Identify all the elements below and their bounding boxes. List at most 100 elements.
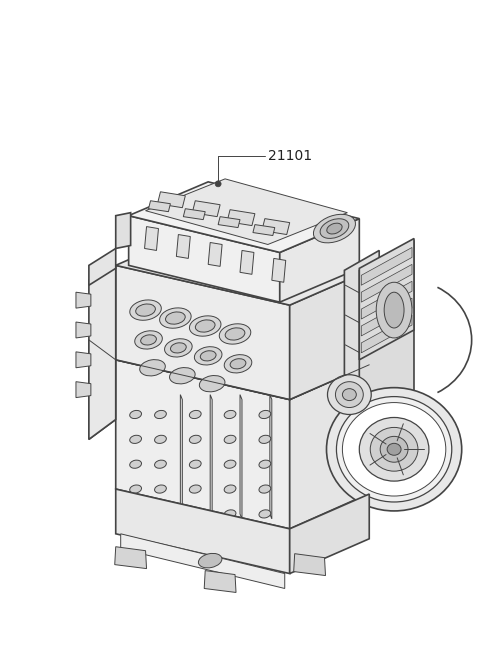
Polygon shape: [116, 320, 379, 400]
Polygon shape: [240, 394, 242, 519]
Ellipse shape: [155, 460, 167, 468]
Polygon shape: [76, 382, 91, 398]
Polygon shape: [204, 571, 236, 593]
Polygon shape: [227, 210, 255, 225]
Ellipse shape: [136, 304, 156, 316]
Ellipse shape: [130, 436, 142, 443]
Polygon shape: [240, 250, 254, 274]
Ellipse shape: [259, 460, 271, 468]
Polygon shape: [157, 192, 185, 208]
Ellipse shape: [370, 428, 418, 471]
Polygon shape: [89, 248, 116, 285]
Ellipse shape: [384, 292, 404, 328]
Ellipse shape: [336, 382, 363, 407]
Polygon shape: [148, 200, 170, 212]
Ellipse shape: [198, 553, 222, 568]
Polygon shape: [116, 213, 131, 248]
Polygon shape: [144, 227, 158, 250]
Ellipse shape: [327, 375, 371, 415]
Ellipse shape: [140, 360, 165, 376]
Ellipse shape: [199, 375, 225, 392]
Ellipse shape: [190, 316, 221, 336]
Ellipse shape: [190, 411, 201, 419]
Ellipse shape: [190, 510, 201, 518]
Ellipse shape: [342, 388, 356, 401]
Polygon shape: [361, 315, 412, 353]
Polygon shape: [116, 265, 290, 400]
Ellipse shape: [259, 485, 271, 493]
Ellipse shape: [135, 331, 162, 349]
Ellipse shape: [225, 328, 245, 340]
Ellipse shape: [336, 396, 452, 502]
Polygon shape: [290, 360, 379, 529]
Polygon shape: [180, 394, 182, 519]
Polygon shape: [183, 209, 205, 219]
Polygon shape: [360, 238, 414, 360]
Ellipse shape: [141, 335, 156, 345]
Ellipse shape: [360, 417, 429, 481]
Ellipse shape: [376, 282, 412, 338]
Polygon shape: [280, 219, 360, 302]
Polygon shape: [270, 394, 272, 519]
Polygon shape: [120, 534, 285, 588]
Ellipse shape: [170, 343, 186, 353]
Ellipse shape: [387, 443, 401, 455]
Ellipse shape: [194, 346, 222, 365]
Polygon shape: [76, 352, 91, 367]
Polygon shape: [89, 340, 116, 440]
Polygon shape: [76, 292, 91, 308]
Polygon shape: [290, 271, 369, 400]
Ellipse shape: [190, 460, 201, 468]
Ellipse shape: [169, 367, 195, 384]
Text: 21101: 21101: [268, 149, 312, 163]
Ellipse shape: [224, 436, 236, 443]
Ellipse shape: [130, 510, 142, 518]
Ellipse shape: [155, 485, 167, 493]
Ellipse shape: [165, 339, 192, 357]
Polygon shape: [145, 179, 348, 244]
Polygon shape: [116, 360, 290, 529]
Polygon shape: [262, 219, 290, 234]
Circle shape: [215, 181, 221, 187]
Polygon shape: [360, 240, 414, 430]
Ellipse shape: [190, 485, 201, 493]
Polygon shape: [129, 182, 360, 252]
Polygon shape: [253, 225, 275, 236]
Ellipse shape: [190, 436, 201, 443]
Polygon shape: [218, 217, 240, 227]
Polygon shape: [192, 200, 220, 217]
Polygon shape: [290, 494, 369, 574]
Polygon shape: [129, 215, 280, 302]
Ellipse shape: [326, 388, 462, 511]
Ellipse shape: [160, 308, 191, 328]
Ellipse shape: [259, 411, 271, 419]
Polygon shape: [116, 231, 369, 305]
Polygon shape: [344, 250, 379, 479]
Polygon shape: [208, 242, 222, 267]
Ellipse shape: [313, 214, 356, 243]
Polygon shape: [272, 259, 286, 282]
Ellipse shape: [130, 300, 161, 320]
Polygon shape: [89, 265, 116, 440]
Ellipse shape: [320, 219, 349, 238]
Ellipse shape: [380, 436, 408, 462]
Polygon shape: [76, 322, 91, 338]
Polygon shape: [361, 298, 412, 336]
Polygon shape: [115, 547, 146, 569]
Ellipse shape: [195, 320, 215, 332]
Ellipse shape: [219, 324, 251, 344]
Ellipse shape: [130, 411, 142, 419]
Polygon shape: [361, 248, 412, 285]
Ellipse shape: [224, 354, 252, 373]
Ellipse shape: [230, 359, 246, 369]
Polygon shape: [361, 281, 412, 319]
Ellipse shape: [224, 485, 236, 493]
Ellipse shape: [259, 436, 271, 443]
Ellipse shape: [342, 403, 446, 496]
Ellipse shape: [130, 460, 142, 468]
Ellipse shape: [327, 223, 342, 234]
Ellipse shape: [130, 485, 142, 493]
Polygon shape: [116, 489, 290, 574]
Ellipse shape: [224, 411, 236, 419]
Ellipse shape: [224, 510, 236, 518]
